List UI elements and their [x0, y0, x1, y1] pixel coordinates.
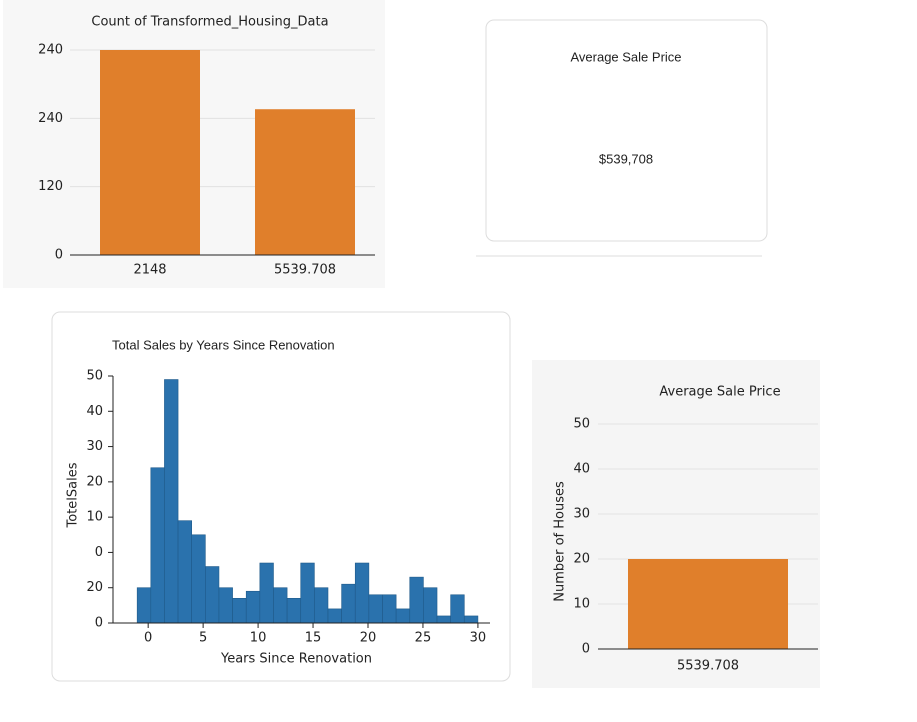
histogram-bar: [286, 597, 302, 624]
x-tick-label: 10: [250, 631, 267, 646]
y-tick-label: 0: [582, 642, 590, 657]
y-tick-label: 30: [573, 507, 590, 522]
bar: [100, 50, 200, 255]
histogram-bar: [164, 379, 179, 624]
y-tick-label: 40: [573, 462, 590, 477]
bar: [628, 559, 788, 649]
x-tick-label: 20: [360, 631, 377, 646]
y-tick-label: 0: [55, 248, 63, 263]
histogram-bar: [300, 562, 315, 624]
histogram-bar: [423, 587, 438, 624]
y-tick-label: 0: [95, 616, 103, 631]
histogram-bar: [136, 587, 152, 624]
histogram-bar: [341, 583, 356, 624]
x-tick-label: 5539.708: [677, 659, 739, 674]
histogram-bar: [245, 590, 261, 624]
kpi-value: $539,708: [599, 151, 653, 166]
histogram-bar: [409, 576, 424, 624]
histogram-bar: [177, 520, 192, 624]
y-tick-label: 0: [95, 545, 103, 560]
histogram-bar: [191, 534, 206, 624]
y-tick-label: 30: [86, 439, 103, 454]
histogram-bar: [273, 587, 288, 624]
panel: [51, 311, 511, 682]
kpi-title: Average Sale Price: [570, 49, 681, 64]
y-tick-label: 10: [573, 597, 590, 612]
x-axis-label: Years Since Renovation: [220, 652, 372, 667]
histogram-bar: [450, 594, 465, 624]
y-tick-label: 40: [86, 404, 103, 419]
x-tick-label: 15: [305, 631, 322, 646]
y-tick-label: 240: [38, 43, 63, 58]
y-tick-label: 20: [573, 552, 590, 567]
histogram-bar: [354, 562, 370, 624]
y-tick-label: 20: [86, 474, 103, 489]
chart-title: Average Sale Price: [659, 385, 780, 400]
histogram-bar: [218, 587, 233, 624]
chart-title: Total Sales by Years Since Renovation: [112, 337, 335, 352]
histogram-bar: [368, 594, 383, 624]
histogram-bar: [232, 597, 247, 624]
chart-title: Count of Transformed_Housing_Data: [91, 15, 328, 30]
y-axis-label: TotelSales: [66, 462, 81, 528]
y-tick-label: 240: [38, 111, 63, 126]
histogram-bar: [463, 615, 479, 624]
x-tick-label: 2148: [133, 263, 166, 278]
histogram-bar: [205, 566, 220, 624]
histogram-bar: [382, 594, 397, 624]
x-tick-label: 0: [144, 631, 152, 646]
x-tick-label: 25: [415, 631, 432, 646]
x-tick-label: 5: [199, 631, 207, 646]
y-axis-label: Number of Houses: [553, 481, 568, 602]
x-tick-label: 30: [470, 631, 487, 646]
y-tick-label: 120: [38, 179, 63, 194]
histogram-bar: [259, 562, 274, 624]
y-tick-label: 10: [86, 510, 103, 525]
x-tick-label: 5539.708: [274, 263, 336, 278]
y-tick-label: 50: [86, 369, 103, 384]
y-tick-label: 50: [573, 417, 590, 432]
y-tick-label: 20: [86, 580, 103, 595]
histogram-bar: [436, 615, 451, 624]
histogram-bar: [150, 467, 165, 624]
bar: [255, 109, 355, 255]
histogram-bar: [327, 608, 342, 624]
kpi-card: [485, 19, 768, 242]
histogram-bar: [314, 587, 329, 624]
histogram-bar: [395, 608, 411, 624]
